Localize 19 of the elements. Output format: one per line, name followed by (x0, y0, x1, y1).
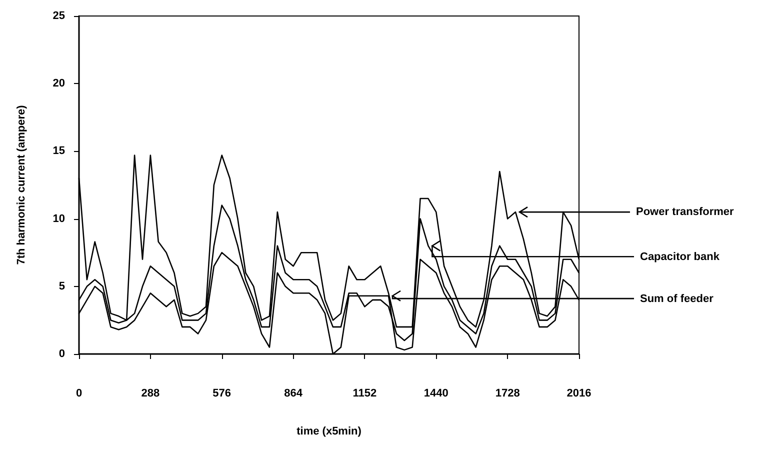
y-tick-label: 20 (52, 78, 65, 90)
x-tick-label: 1440 (424, 388, 448, 400)
x-tick-label: 864 (284, 388, 304, 400)
x-tick-label: 2016 (566, 388, 592, 400)
y-axis-title: 7th harmonic current (ampere) (16, 104, 28, 265)
x-tick-label: 288 (141, 388, 160, 400)
text: Power transformer (636, 206, 734, 218)
y-tick-label: 0 (58, 348, 65, 360)
y-tick-label: 15 (52, 145, 65, 158)
text: Sum of feeder (640, 292, 714, 305)
x-tick-label: 0 (76, 388, 82, 400)
y-tick-label: 5 (58, 280, 65, 292)
x-axis-title: time (x5min) (296, 426, 362, 438)
x-tick-label: 576 (212, 388, 232, 400)
x-tick-label: 1152 (352, 388, 377, 400)
text: Capacitor bank (640, 250, 720, 263)
y-tick-label: 10 (52, 212, 65, 225)
y-tick-label: 25 (52, 10, 65, 22)
x-tick-label: 1728 (495, 388, 520, 400)
